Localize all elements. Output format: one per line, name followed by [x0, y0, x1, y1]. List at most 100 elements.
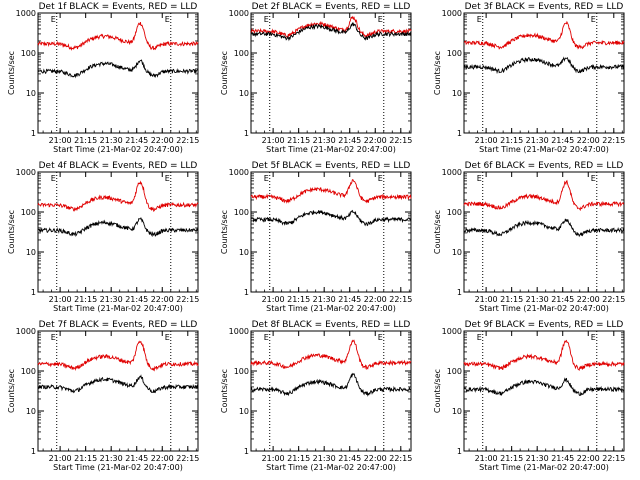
event-marker-label: E: [591, 333, 596, 342]
x-tick-label: 21:15: [500, 454, 523, 463]
series-line: [37, 340, 199, 372]
plot-frame: [37, 12, 199, 134]
y-tick-label: 1: [457, 288, 462, 297]
x-tick-label: 21:45: [338, 295, 361, 304]
x-tick-label: 22:00: [577, 295, 600, 304]
event-marker-label: E: [165, 333, 170, 342]
y-tick-label: 1: [31, 129, 36, 138]
x-tick-label: 21:00: [49, 136, 72, 145]
y-tick-label: 100: [234, 367, 249, 376]
series-line: [463, 20, 625, 50]
x-tick-label: 22:00: [364, 295, 387, 304]
x-tick-label: 21:45: [125, 454, 148, 463]
x-tick-label: 21:00: [475, 454, 498, 463]
plot-frame: [463, 171, 625, 293]
event-marker-label: E: [477, 15, 482, 24]
plot-frame: [463, 12, 625, 134]
x-tick-label: 21:15: [500, 136, 523, 145]
x-tick-label: 21:45: [551, 136, 574, 145]
x-axis-label: Start Time (21-Mar-02 20:47:00): [266, 463, 396, 472]
x-axis-label: Start Time (21-Mar-02 20:47:00): [266, 304, 396, 313]
series-line: [250, 372, 412, 397]
panel-title: Det 5f BLACK = Events, RED = LLD: [252, 161, 411, 171]
series-line: [37, 59, 199, 79]
x-tick-label: 22:15: [389, 295, 412, 304]
y-tick-label: 1000: [16, 327, 36, 336]
detector-panel: Det 1f BLACK = Events, RED = LLD 1 10 100 10…: [7, 2, 199, 154]
y-tick-label: 100: [234, 208, 249, 217]
x-tick-label: 21:45: [338, 136, 361, 145]
event-marker-label: E: [51, 333, 56, 342]
x-tick-label: 21:45: [338, 454, 361, 463]
event-marker-label: E: [51, 15, 56, 24]
x-axis-label: Start Time (21-Mar-02 20:47:00): [479, 145, 609, 154]
panel-title: Det 9f BLACK = Events, RED = LLD: [465, 320, 624, 330]
series-line: [250, 178, 412, 204]
x-tick-label: 21:30: [100, 454, 123, 463]
panel-title: Det 3f BLACK = Events, RED = LLD: [465, 2, 624, 12]
plot-frame: [250, 12, 412, 134]
series-line: [463, 179, 625, 212]
y-tick-label: 10: [26, 89, 36, 98]
event-marker-label: E: [165, 15, 170, 24]
event-marker-label: E: [378, 174, 383, 183]
x-tick-label: 21:45: [551, 454, 574, 463]
x-axis-label: Start Time (21-Mar-02 20:47:00): [53, 304, 183, 313]
x-tick-label: 21:45: [551, 295, 574, 304]
x-tick-label: 22:15: [602, 454, 625, 463]
y-axis-label: Counts/sec: [220, 210, 229, 254]
y-tick-label: 10: [26, 248, 36, 257]
y-tick-label: 1: [244, 447, 249, 456]
series-line: [463, 339, 625, 371]
x-tick-label: 21:15: [500, 295, 523, 304]
y-tick-label: 1000: [442, 327, 462, 336]
y-tick-label: 1: [31, 288, 36, 297]
y-tick-label: 10: [452, 89, 462, 98]
event-marker-label: E: [477, 333, 482, 342]
x-axis-label: Start Time (21-Mar-02 20:47:00): [479, 304, 609, 313]
y-tick-label: 10: [239, 89, 249, 98]
x-axis-label: Start Time (21-Mar-02 20:47:00): [53, 145, 183, 154]
x-tick-label: 21:30: [526, 454, 549, 463]
panel-title: Det 8f BLACK = Events, RED = LLD: [252, 320, 411, 330]
series-line: [37, 374, 199, 394]
x-axis-label: Start Time (21-Mar-02 20:47:00): [53, 463, 183, 472]
event-marker-label: E: [591, 15, 596, 24]
plot-frame: [37, 330, 199, 452]
y-tick-label: 100: [21, 49, 36, 58]
y-tick-label: 1: [457, 129, 462, 138]
x-tick-label: 21:30: [100, 295, 123, 304]
event-marker-label: E: [591, 174, 596, 183]
y-tick-label: 1: [31, 447, 36, 456]
series-line: [250, 339, 412, 371]
x-tick-label: 22:00: [151, 454, 174, 463]
y-axis-label: Counts/sec: [433, 210, 442, 254]
event-marker-label: E: [264, 333, 269, 342]
x-tick-label: 21:30: [313, 295, 336, 304]
detector-panel: Det 3f BLACK = Events, RED = LLD 1 10 100 10…: [433, 2, 625, 154]
x-tick-label: 21:30: [526, 295, 549, 304]
detector-panel: Det 7f BLACK = Events, RED = LLD 1 10 100 10…: [7, 320, 199, 472]
x-tick-label: 21:30: [313, 454, 336, 463]
event-marker-label: E: [477, 174, 482, 183]
y-tick-label: 1000: [16, 9, 36, 18]
y-tick-label: 100: [447, 367, 462, 376]
detector-panel: Det 5f BLACK = Events, RED = LLD 1 10 100 10…: [220, 161, 412, 313]
x-tick-label: 22:15: [602, 136, 625, 145]
x-axis-label: Start Time (21-Mar-02 20:47:00): [266, 145, 396, 154]
series-line: [463, 218, 625, 238]
y-tick-label: 10: [452, 248, 462, 257]
y-axis-label: Counts/sec: [433, 369, 442, 413]
y-tick-label: 1000: [229, 327, 249, 336]
x-tick-label: 22:00: [151, 136, 174, 145]
y-tick-label: 1: [244, 129, 249, 138]
event-marker-label: E: [378, 15, 383, 24]
x-tick-label: 21:00: [49, 454, 72, 463]
y-tick-label: 10: [239, 407, 249, 416]
x-tick-label: 21:00: [262, 136, 285, 145]
x-tick-label: 21:00: [475, 136, 498, 145]
x-tick-label: 21:00: [49, 295, 72, 304]
x-tick-label: 21:30: [313, 136, 336, 145]
event-marker-label: E: [264, 15, 269, 24]
